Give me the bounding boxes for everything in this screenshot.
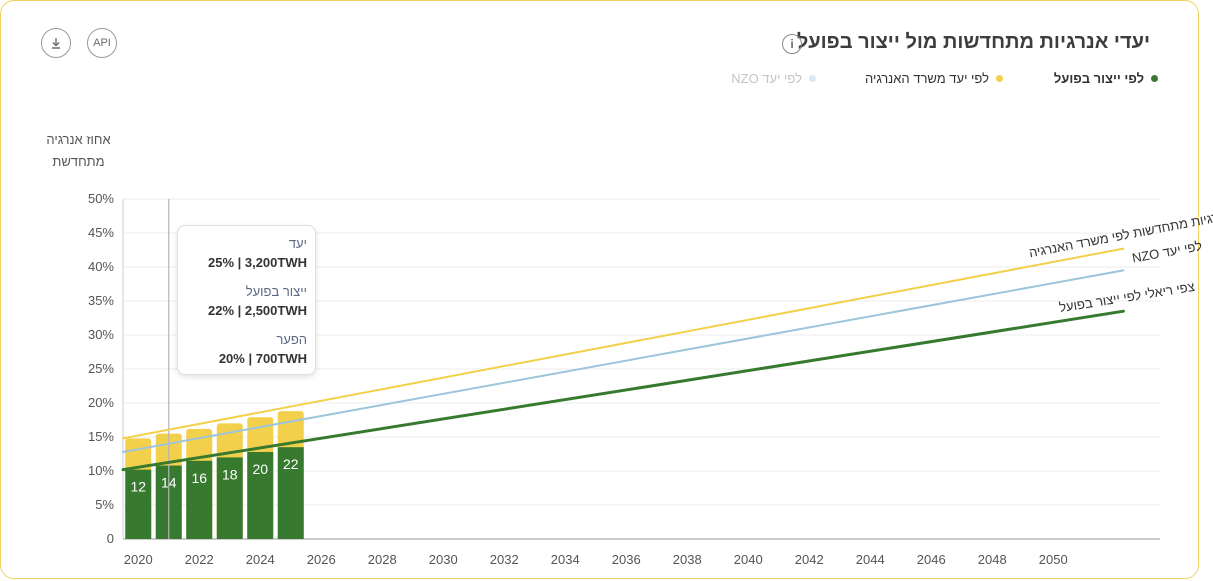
bar-actual xyxy=(125,469,152,539)
legend-label: לפי יעד משרד האנרגיה xyxy=(865,71,989,86)
bar-value-label: 20 xyxy=(252,461,268,477)
bar-actual xyxy=(186,460,213,539)
y-tick-label: 20% xyxy=(88,395,114,410)
tooltip-gap-value: 20% | 700TWH xyxy=(218,351,307,366)
api-label: API xyxy=(93,37,111,49)
tooltip-actual-label: ייצור בפועל xyxy=(245,284,307,299)
legend-dot-icon xyxy=(1151,75,1158,82)
bar-value-label: 12 xyxy=(130,479,146,495)
y-tick-label: 15% xyxy=(88,429,114,444)
x-tick-label: 2022 xyxy=(185,552,214,567)
x-tick-label: 2024 xyxy=(246,552,275,567)
y-tick-label: 10% xyxy=(88,463,114,478)
y-axis-label: אחוז אנרגיה מתחדשת xyxy=(46,132,111,169)
api-button[interactable]: API xyxy=(87,28,117,58)
tooltip-target-label: יעד xyxy=(288,236,307,251)
x-tick-label: 2032 xyxy=(490,552,519,567)
legend-item-actual[interactable]: לפי ייצור בפועל xyxy=(1054,71,1158,86)
bar-value-label: 16 xyxy=(191,470,207,486)
tooltip-actual-value: 22% | 2,500TWH xyxy=(207,303,307,318)
bar-actual xyxy=(216,457,243,539)
x-tick-label: 2050 xyxy=(1039,552,1068,567)
tooltip-gap-label: הפער xyxy=(276,332,307,347)
legend-label: לפי יעד NZO xyxy=(731,71,802,86)
legend-label: לפי ייצור בפועל xyxy=(1053,71,1144,86)
series-label: צפי ריאלי לפי ייצור בפועל xyxy=(1058,279,1196,315)
page-title: יעדי אנרגיות מתחדשות מול ייצור בפועל xyxy=(796,31,1150,53)
y-tick-label: 0 xyxy=(107,531,114,546)
series-line xyxy=(121,309,1125,472)
x-tick-label: 2028 xyxy=(368,552,397,567)
legend-dot-icon xyxy=(809,75,816,82)
y-tick-label: 50% xyxy=(88,191,114,206)
y-tick-label: 35% xyxy=(88,293,114,308)
bar-actual xyxy=(277,447,304,539)
x-tick-label: 2042 xyxy=(795,552,824,567)
y-tick-label: 40% xyxy=(88,259,114,274)
y-tick-label: 25% xyxy=(88,361,114,376)
x-tick-label: 2020 xyxy=(124,552,153,567)
download-icon xyxy=(52,38,60,49)
tooltip-target-value: 25% | 3,200TWH xyxy=(207,255,307,270)
x-tick-label: 2036 xyxy=(612,552,641,567)
x-tick-label: 2040 xyxy=(734,552,763,567)
x-tick-label: 2026 xyxy=(307,552,336,567)
legend-item-nzo[interactable]: לפי יעד NZO xyxy=(731,71,816,86)
series-line xyxy=(122,247,1125,440)
x-tick-label: 2034 xyxy=(551,552,580,567)
x-tick-label: 2038 xyxy=(673,552,702,567)
y-tick-label: 45% xyxy=(88,225,114,240)
series-line xyxy=(122,269,1125,453)
x-tick-label: 2030 xyxy=(429,552,458,567)
legend-item-ministry[interactable]: לפי יעד משרד האנרגיה xyxy=(865,71,1003,86)
y-tick-label: 5% xyxy=(95,497,114,512)
bar-actual xyxy=(247,451,274,539)
bar-value-label: 18 xyxy=(222,466,238,482)
x-tick-label: 2044 xyxy=(856,552,885,567)
series-label: לפי יעד NZO xyxy=(1131,238,1203,265)
tooltip: יעד 25% | 3,200TWH ייצור בפועל 22% | 2,5… xyxy=(177,225,316,375)
legend-dot-icon xyxy=(996,75,1003,82)
x-tick-label: 2046 xyxy=(917,552,946,567)
y-tick-label: 30% xyxy=(88,327,114,342)
bar-value-label: 22 xyxy=(283,456,299,472)
x-tick-label: 2048 xyxy=(978,552,1007,567)
download-button[interactable] xyxy=(41,28,71,58)
info-icon[interactable]: i xyxy=(782,34,802,54)
